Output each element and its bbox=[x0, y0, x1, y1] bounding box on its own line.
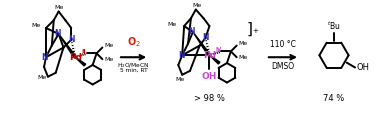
Text: OH: OH bbox=[202, 72, 217, 81]
Text: Me: Me bbox=[31, 23, 40, 28]
Text: Me: Me bbox=[167, 22, 177, 27]
Text: DMSO: DMSO bbox=[271, 62, 294, 71]
Text: H$_2$O/MeCN: H$_2$O/MeCN bbox=[117, 61, 150, 70]
Text: Me: Me bbox=[104, 57, 114, 62]
Polygon shape bbox=[75, 57, 86, 66]
Text: N: N bbox=[68, 35, 74, 44]
Text: 74 %: 74 % bbox=[323, 94, 345, 103]
Text: Me: Me bbox=[37, 75, 47, 80]
Text: Me: Me bbox=[239, 41, 248, 46]
Text: IV: IV bbox=[215, 47, 222, 52]
Text: $^{t}$Bu: $^{t}$Bu bbox=[327, 20, 341, 32]
Text: Me: Me bbox=[176, 77, 185, 82]
Polygon shape bbox=[193, 32, 211, 56]
Polygon shape bbox=[59, 34, 76, 58]
Text: N: N bbox=[202, 33, 209, 42]
Text: Me: Me bbox=[239, 55, 248, 60]
Text: 5 min, RT: 5 min, RT bbox=[120, 68, 147, 73]
Text: N: N bbox=[42, 53, 48, 62]
Text: OH: OH bbox=[356, 63, 369, 72]
Text: N: N bbox=[54, 29, 61, 38]
Text: Me: Me bbox=[54, 5, 63, 10]
Text: Me: Me bbox=[104, 43, 114, 48]
Text: II: II bbox=[81, 49, 86, 54]
Text: O$_2$: O$_2$ bbox=[127, 36, 141, 49]
Text: > 98 %: > 98 % bbox=[194, 94, 225, 103]
Text: N: N bbox=[189, 27, 195, 36]
Text: Me: Me bbox=[192, 3, 201, 8]
Text: Pd: Pd bbox=[203, 51, 216, 60]
Text: N: N bbox=[178, 51, 184, 60]
Text: Pd: Pd bbox=[69, 53, 82, 62]
Polygon shape bbox=[209, 55, 220, 64]
Text: 110 °C: 110 °C bbox=[270, 40, 296, 49]
Text: +: + bbox=[252, 28, 258, 34]
Text: ]: ] bbox=[246, 22, 253, 37]
